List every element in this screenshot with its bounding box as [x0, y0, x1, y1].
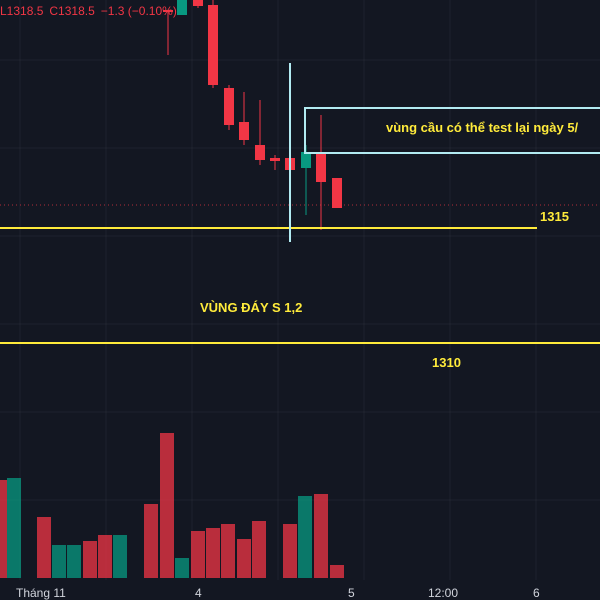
volume-bar	[191, 531, 205, 578]
demand-zone-label[interactable]: vùng cầu có thể test lại ngày 5/	[386, 120, 579, 135]
volume-bars	[0, 433, 344, 578]
volume-bar	[298, 496, 312, 578]
ohlc-close: C1318.5	[49, 4, 95, 18]
x-axis-label-day-4: 4	[195, 586, 202, 600]
volume-bar	[160, 433, 174, 578]
volume-bar	[144, 504, 158, 578]
volume-bar	[206, 528, 220, 578]
volume-bar	[0, 480, 7, 578]
candle-body	[270, 158, 280, 161]
candlesticks	[163, 0, 342, 230]
volume-bar	[67, 545, 81, 578]
level-label-1315[interactable]: 1315	[540, 209, 569, 224]
candle-body	[255, 145, 265, 160]
candle-body	[208, 5, 218, 85]
volume-bar	[52, 545, 66, 578]
volume-bar	[113, 535, 127, 578]
volume-bar	[98, 535, 112, 578]
volume-bar	[314, 494, 328, 578]
ohlc-readout: L1318.5 C1318.5 −1.3 (−0.10%)	[0, 4, 183, 18]
level-label-1310[interactable]: 1310	[432, 355, 461, 370]
chart-grid	[0, 0, 600, 580]
candle-body	[301, 152, 311, 168]
candle-body	[193, 0, 203, 6]
volume-bar	[252, 521, 266, 578]
volume-bar	[37, 517, 51, 578]
ohlc-change: −1.3 (−0.10%)	[100, 4, 177, 18]
volume-bar	[237, 539, 251, 578]
x-axis-label-noon: 12:00	[428, 586, 459, 600]
demand-zone-box[interactable]	[304, 107, 600, 154]
volume-bar	[283, 524, 297, 578]
volume-bar	[221, 524, 235, 578]
x-axis-label-day-5: 5	[348, 586, 355, 600]
x-axis-label-month: Tháng 11	[16, 586, 66, 600]
candle-body	[332, 178, 342, 208]
volume-bar	[7, 478, 21, 578]
x-axis-label-day-6: 6	[533, 586, 540, 600]
volume-bar	[330, 565, 344, 578]
candle-body	[163, 10, 173, 12]
candle-body	[177, 0, 187, 15]
candle-body	[239, 122, 249, 140]
candle-body	[224, 88, 234, 125]
ohlc-low: L1318.5	[0, 4, 44, 18]
volume-bar	[175, 558, 189, 578]
volume-bar	[83, 541, 97, 578]
candle-body	[316, 153, 326, 182]
bottom-zone-label[interactable]: VÙNG ĐÁY S 1,2	[200, 300, 303, 315]
